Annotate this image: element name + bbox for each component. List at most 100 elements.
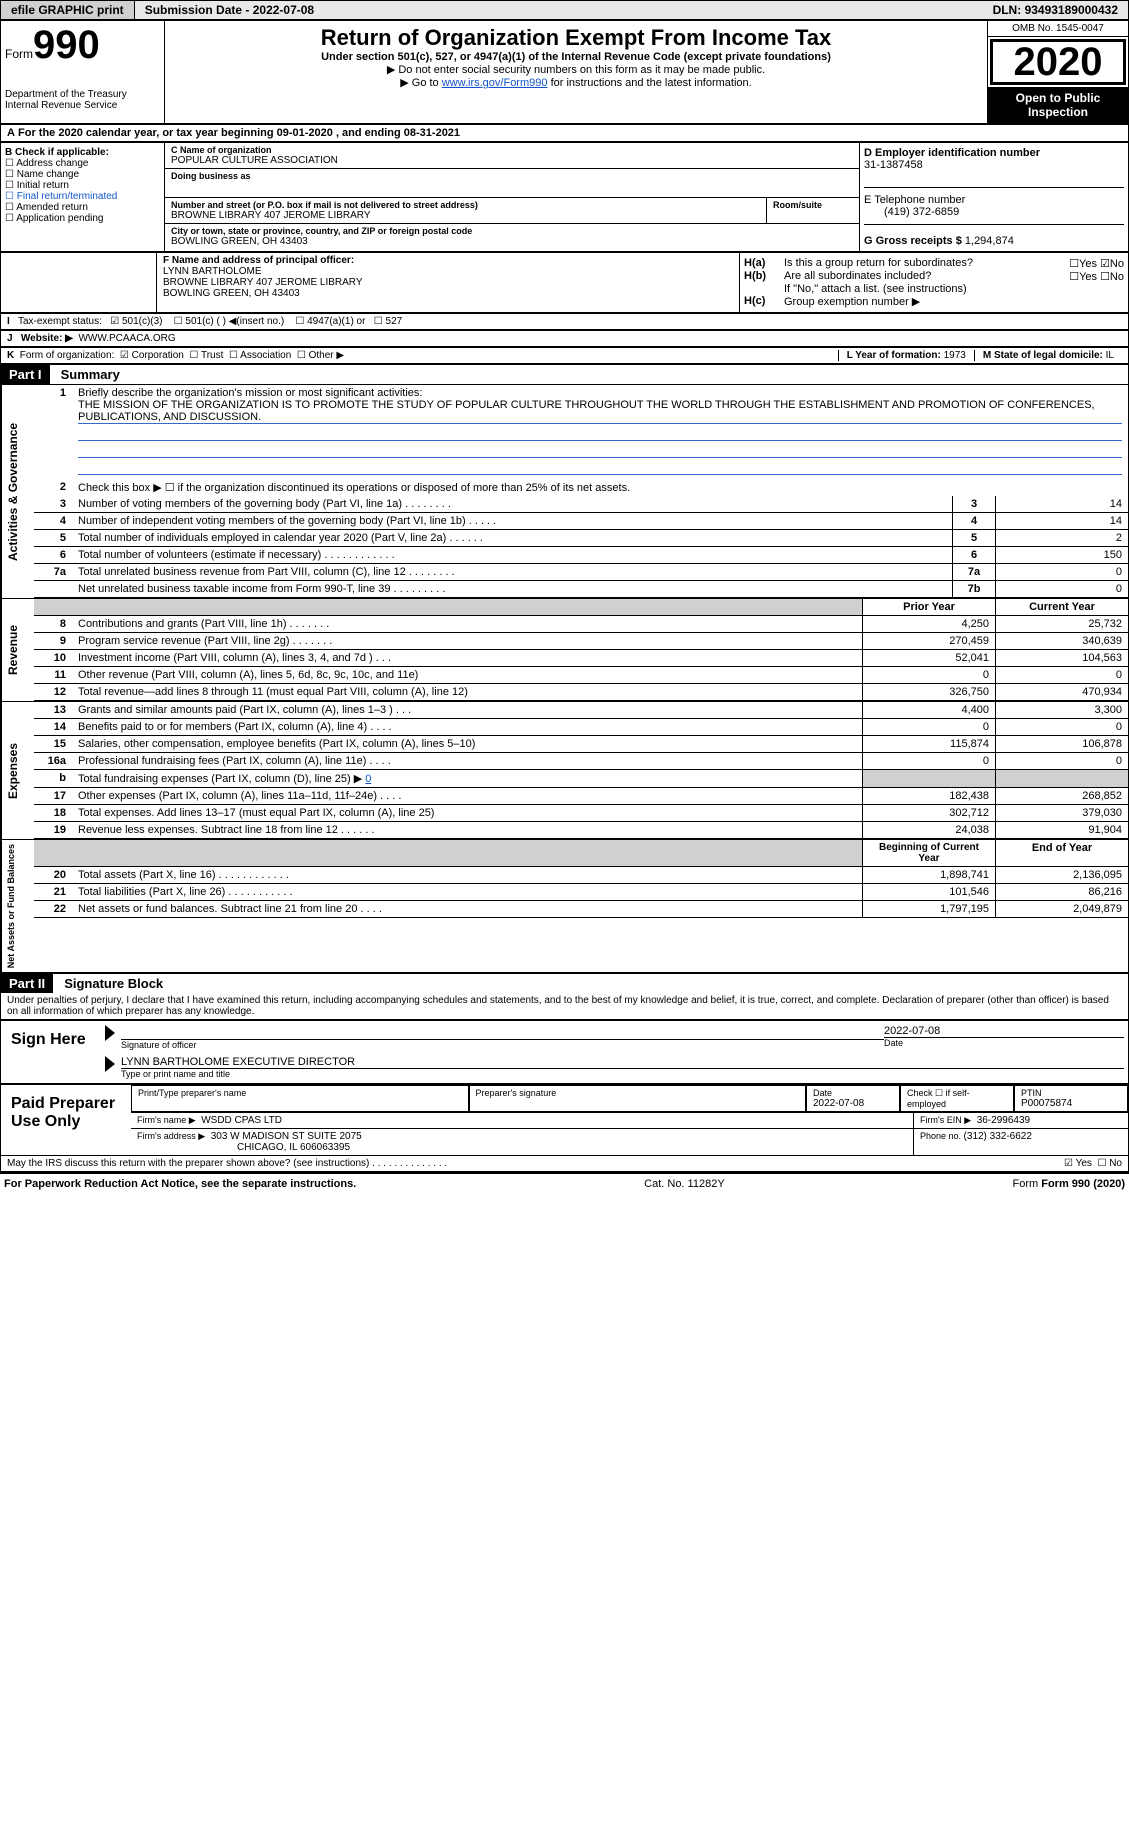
- table-row: 22 Net assets or fund balances. Subtract…: [34, 901, 1128, 918]
- officer-addr2: BOWLING GREEN, OH 43403: [163, 288, 300, 299]
- prior-year-header: Prior Year: [863, 599, 996, 616]
- phone-cell: E Telephone number (419) 372-6859: [864, 188, 1124, 225]
- ha-no[interactable]: ☑No: [1100, 257, 1124, 270]
- chk-initial-return[interactable]: ☐ Initial return: [5, 180, 160, 191]
- officer-name-cell: LYNN BARTHOLOME EXECUTIVE DIRECTOR Type …: [115, 1056, 1124, 1079]
- opt-other[interactable]: ☐ Other ▶: [297, 350, 344, 361]
- line-i: I Tax-exempt status: ☑ 501(c)(3) ☐ 501(c…: [0, 313, 1129, 330]
- line-16b-curr-shaded: [996, 770, 1129, 788]
- line-i-text: Tax-exempt status:: [18, 316, 102, 327]
- submission-date: Submission Date - 2022-07-08: [135, 1, 324, 19]
- row-prior: 270,459: [863, 633, 996, 650]
- row-num: 10: [34, 650, 72, 667]
- form-warning-2: ▶ Go to www.irs.gov/Form990 for instruct…: [173, 76, 979, 89]
- rev-section: Revenue Prior Year Current Year 8 Contri…: [1, 598, 1128, 701]
- row-num: 9: [34, 633, 72, 650]
- paperwork-notice: For Paperwork Reduction Act Notice, see …: [4, 1178, 356, 1190]
- row-current: 268,852: [996, 788, 1129, 805]
- sig-date-label: Date: [884, 1038, 1124, 1048]
- row-current: 470,934: [996, 684, 1129, 701]
- row-num: 21: [34, 884, 72, 901]
- section-c-block: C Name of organization POPULAR CULTURE A…: [165, 143, 860, 251]
- firm-ein-value: 36-2996439: [977, 1115, 1030, 1126]
- firm-ein-label: Firm's EIN ▶: [920, 1115, 971, 1125]
- hc-row: H(c) Group exemption number ▶: [744, 295, 1124, 308]
- opt-corporation[interactable]: ☑ Corporation: [120, 350, 184, 361]
- line-1-cell: Briefly describe the organization's miss…: [72, 385, 1128, 479]
- officer-addr1: BROWNE LIBRARY 407 JEROME LIBRARY: [163, 277, 363, 288]
- discuss-row: May the IRS discuss this return with the…: [1, 1155, 1128, 1171]
- net-side-label: Net Assets or Fund Balances: [1, 840, 34, 972]
- tax-year-line: A For the 2020 calendar year, or tax yea…: [0, 124, 1129, 142]
- firm-phone-cell: Phone no. (312) 332-6622: [914, 1129, 1128, 1155]
- firm-addr-label: Firm's address ▶: [137, 1131, 205, 1141]
- chk-address-change[interactable]: ☐ Address change: [5, 158, 160, 169]
- table-row: 13 Grants and similar amounts paid (Part…: [34, 702, 1128, 719]
- row-prior: 115,874: [863, 736, 996, 753]
- form-page-value: Form 990 (2020): [1041, 1178, 1125, 1190]
- discuss-yes[interactable]: ☑ Yes: [1064, 1158, 1092, 1169]
- row-value: 150: [996, 547, 1129, 564]
- current-year-header: Current Year: [996, 599, 1129, 616]
- chk-application-pending[interactable]: ☐ Application pending: [5, 213, 160, 224]
- sig-officer-row: Signature of officer 2022-07-08 Date: [105, 1025, 1124, 1050]
- gross-receipts-label: G Gross receipts $: [864, 235, 965, 247]
- row-text: Number of independent voting members of …: [72, 513, 953, 530]
- chk-amended-return[interactable]: ☐ Amended return: [5, 202, 160, 213]
- row-current: 25,732: [996, 616, 1129, 633]
- chk-name-change[interactable]: ☐ Name change: [5, 169, 160, 180]
- website-value: WWW.PCAACA.ORG: [78, 333, 175, 344]
- row-current: 106,878: [996, 736, 1129, 753]
- row-current: 0: [996, 719, 1129, 736]
- paid-preparer-content: Print/Type preparer's name Preparer's si…: [131, 1085, 1128, 1155]
- opt-501c3[interactable]: ☑ 501(c)(3): [110, 316, 162, 327]
- rev-content: Prior Year Current Year 8 Contributions …: [34, 599, 1128, 701]
- irs-gov-link[interactable]: www.irs.gov/Form990: [442, 77, 548, 89]
- row-text: Net unrelated business taxable income fr…: [72, 581, 953, 598]
- dba-label: Doing business as: [171, 171, 853, 181]
- table-row: 20 Total assets (Part X, line 16) . . . …: [34, 867, 1128, 884]
- row-prior: 0: [863, 667, 996, 684]
- discuss-text: May the IRS discuss this return with the…: [7, 1158, 1064, 1169]
- hb-note: If "No," attach a list. (see instruction…: [744, 283, 1124, 295]
- chk-final-return[interactable]: ☐ Final return/terminated: [5, 191, 160, 202]
- row-prior: 1,898,741: [863, 867, 996, 884]
- efile-print-button[interactable]: efile GRAPHIC print: [1, 1, 135, 19]
- org-name-label: C Name of organization: [171, 145, 853, 155]
- line-2-text: Check this box ▶ ☐ if the organization d…: [72, 479, 1128, 496]
- gross-receipts-value: 1,294,874: [965, 235, 1014, 247]
- line-16b-value[interactable]: 0: [365, 773, 371, 785]
- prep-self-cell[interactable]: Check ☐ if self-employed: [900, 1085, 1014, 1112]
- street-cell: Number and street (or P.O. box if mail i…: [165, 198, 767, 223]
- exp-side-label: Expenses: [1, 702, 34, 839]
- sig-date-value: 2022-07-08: [884, 1025, 1124, 1037]
- hb-yn[interactable]: ☐Yes ☐No: [1069, 270, 1124, 283]
- ha-yes[interactable]: ☐Yes: [1069, 257, 1097, 270]
- form-word: Form: [5, 47, 33, 61]
- line-k-text: Form of organization:: [20, 350, 115, 361]
- prep-date-cell: Date 2022-07-08: [806, 1085, 900, 1112]
- opt-association[interactable]: ☐ Association: [229, 350, 291, 361]
- opt-501c[interactable]: ☐ 501(c) ( ) ◀(insert no.): [174, 316, 285, 327]
- discuss-no[interactable]: ☐ No: [1097, 1158, 1122, 1169]
- gross-receipts-cell: G Gross receipts $ 1,294,874: [864, 225, 1124, 247]
- pointer-icon-2: [105, 1056, 115, 1072]
- net-section: Net Assets or Fund Balances Beginning of…: [1, 839, 1128, 972]
- exp-content: 13 Grants and similar amounts paid (Part…: [34, 702, 1128, 839]
- tax-year-box: 2020: [990, 39, 1126, 85]
- sig-officer-cell: Signature of officer: [115, 1025, 884, 1050]
- part-1-header-row: Part I Summary: [1, 365, 1128, 384]
- section-f: F Name and address of principal officer:…: [157, 253, 740, 312]
- line-a-text: For the 2020 calendar year, or tax year …: [18, 127, 460, 139]
- row-value: 0: [996, 564, 1129, 581]
- paid-preparer-label: Paid Preparer Use Only: [1, 1085, 131, 1155]
- prep-row-2: Firm's name ▶ WSDD CPAS LTD Firm's EIN ▶…: [131, 1113, 1128, 1129]
- opt-527[interactable]: ☐ 527: [374, 316, 402, 327]
- row-value: 0: [996, 581, 1129, 598]
- line-1-num: 1: [34, 385, 72, 479]
- dln-label: DLN:: [993, 3, 1025, 17]
- opt-trust[interactable]: ☐ Trust: [189, 350, 223, 361]
- opt-4947[interactable]: ☐ 4947(a)(1) or: [295, 316, 365, 327]
- row-text: Revenue less expenses. Subtract line 18 …: [72, 822, 863, 839]
- gov-section: Activities & Governance 1 Briefly descri…: [1, 384, 1128, 598]
